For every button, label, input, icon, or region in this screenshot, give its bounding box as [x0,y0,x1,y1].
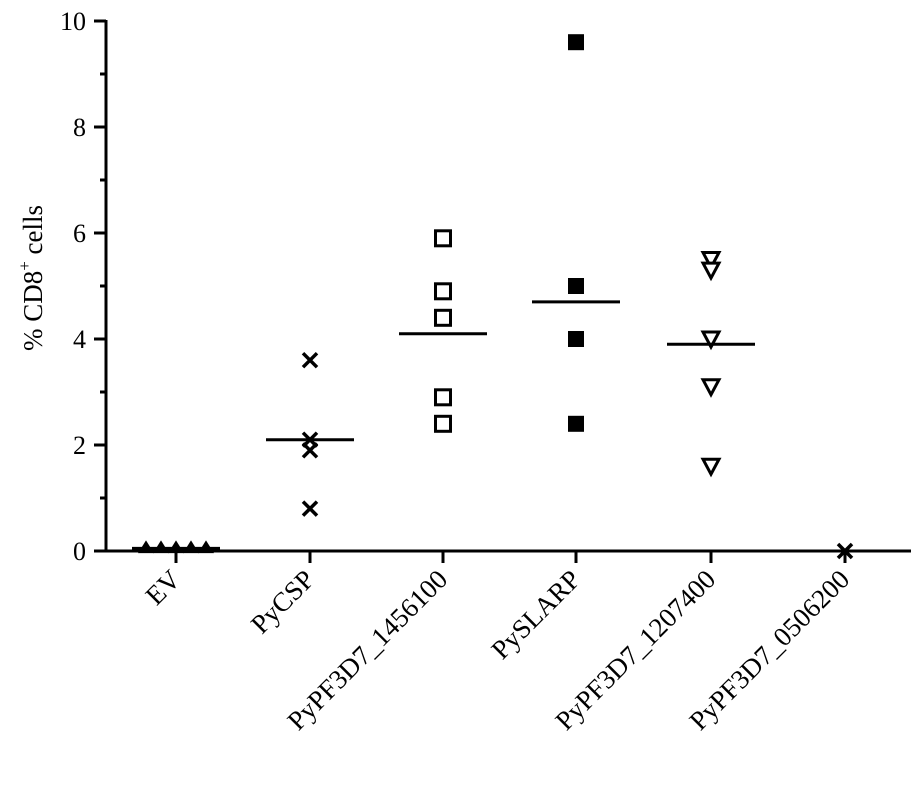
category-label: PyCSP [245,564,320,639]
data-point [434,388,452,407]
y-axis-title: % CD8+ cells [15,205,48,351]
data-point [434,414,452,433]
y-tick-label: 2 [73,431,86,460]
x-axis [106,549,911,563]
data-point [434,282,452,301]
y-axis-title-superscript: + [15,261,34,271]
y-tick-label: 6 [73,219,86,248]
data-point-stroke [301,442,319,459]
data-point-stroke [301,351,319,369]
data-point [700,261,722,282]
data-point [301,442,319,459]
data-point [168,540,184,554]
median-lines [132,300,755,550]
data-point [568,331,584,347]
category-label: PySLARP [485,564,586,665]
data-point [700,251,722,271]
data-point-stroke [836,542,854,560]
data-point [568,278,584,294]
data-point [568,415,584,432]
y-axis-title-suffix: cells [18,205,48,261]
data-point [700,330,722,351]
data-point [138,540,154,554]
y-tick-label: 10 [60,7,86,36]
data-point [153,540,169,554]
y-tick-label: 0 [73,537,86,566]
data-marks [138,34,854,560]
data-point [183,540,199,554]
y-tick-label: 8 [73,113,86,142]
data-point [434,229,452,248]
category-label: EV [140,564,187,611]
data-point-stroke [301,500,319,517]
data-point [301,500,319,517]
data-point [700,457,722,478]
data-point [434,308,452,327]
y-axis-title-main: % CD8 [18,271,48,351]
data-point [836,542,854,560]
data-point [301,351,319,369]
y-axis: 0 2 4 6 8 10 [60,7,108,566]
data-point [198,540,214,554]
data-point [568,34,584,51]
y-tick-label: 4 [73,325,86,354]
data-point [700,378,722,398]
